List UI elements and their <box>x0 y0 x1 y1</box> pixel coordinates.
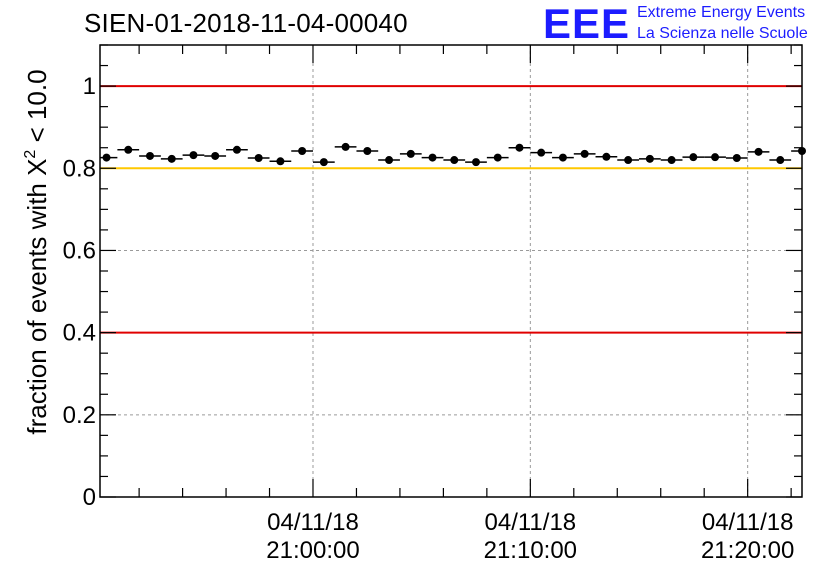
logo-tagline-1: Extreme Energy Events <box>637 4 806 21</box>
reference-lines <box>100 85 802 334</box>
data-point <box>232 145 241 154</box>
y-tick-label: 0.2 <box>63 402 96 429</box>
x-tick-label-time: 21:00:00 <box>266 537 359 564</box>
data-point <box>732 154 741 162</box>
y-axis-label: fraction of events with X2 < 10.0 <box>22 69 52 434</box>
data-point <box>341 142 350 151</box>
data-point <box>167 154 176 163</box>
data-point <box>385 156 394 165</box>
data-point <box>298 147 307 156</box>
data-point <box>537 148 546 157</box>
data-point <box>102 153 111 162</box>
grid <box>100 45 802 497</box>
y-axis-label-tail: < 10.0 <box>22 69 52 149</box>
data-point <box>428 153 437 162</box>
data-point <box>711 153 720 162</box>
data-point <box>319 158 328 167</box>
logo-mark: EEE <box>543 0 631 47</box>
run-title: SIEN-01-2018-11-04-00040 <box>84 8 408 38</box>
x-tick-label-time: 21:20:00 <box>701 537 794 564</box>
data-point <box>471 158 480 167</box>
data-point <box>645 154 654 163</box>
data-point <box>689 153 698 162</box>
y-tick-label: 0.8 <box>63 155 96 182</box>
data-point <box>776 156 785 165</box>
data-point <box>276 157 285 166</box>
data-point <box>254 154 263 162</box>
data-point <box>450 156 459 165</box>
data-point <box>667 156 676 165</box>
data-point <box>124 145 133 154</box>
x-tick-label-date: 04/11/18 <box>702 509 794 536</box>
data-point <box>558 153 567 162</box>
x-tick-label-date: 04/11/18 <box>267 509 359 536</box>
y-tick-label: 0.4 <box>63 320 96 347</box>
data-point <box>602 152 611 161</box>
data-point <box>211 151 220 160</box>
data-point <box>754 147 763 156</box>
y-tick-label: 0 <box>83 484 96 511</box>
axes: 00.20.40.60.8104/11/1821:00:0004/11/1821… <box>63 44 803 564</box>
plot-frame <box>99 44 803 498</box>
data-point <box>189 151 198 160</box>
y-tick-label: 0.6 <box>63 237 96 264</box>
data-points <box>100 142 806 167</box>
eee-logo: EEE Extreme Energy Events La Scienza nel… <box>543 2 833 46</box>
data-point <box>493 153 502 162</box>
data-point <box>624 156 633 165</box>
data-point <box>145 151 154 160</box>
data-point <box>363 147 372 156</box>
y-axis-label-superscript: 2 <box>22 150 39 159</box>
data-point <box>515 143 524 152</box>
x-tick-label-time: 21:10:00 <box>484 537 577 564</box>
y-axis-label-main: fraction of events with X <box>22 159 52 435</box>
logo-tagline-2: La Scienza nelle Scuole <box>637 25 808 42</box>
data-point <box>406 149 415 158</box>
y-tick-label: 1 <box>83 73 96 100</box>
x-tick-label-date: 04/11/18 <box>485 509 577 536</box>
data-point <box>580 149 589 158</box>
